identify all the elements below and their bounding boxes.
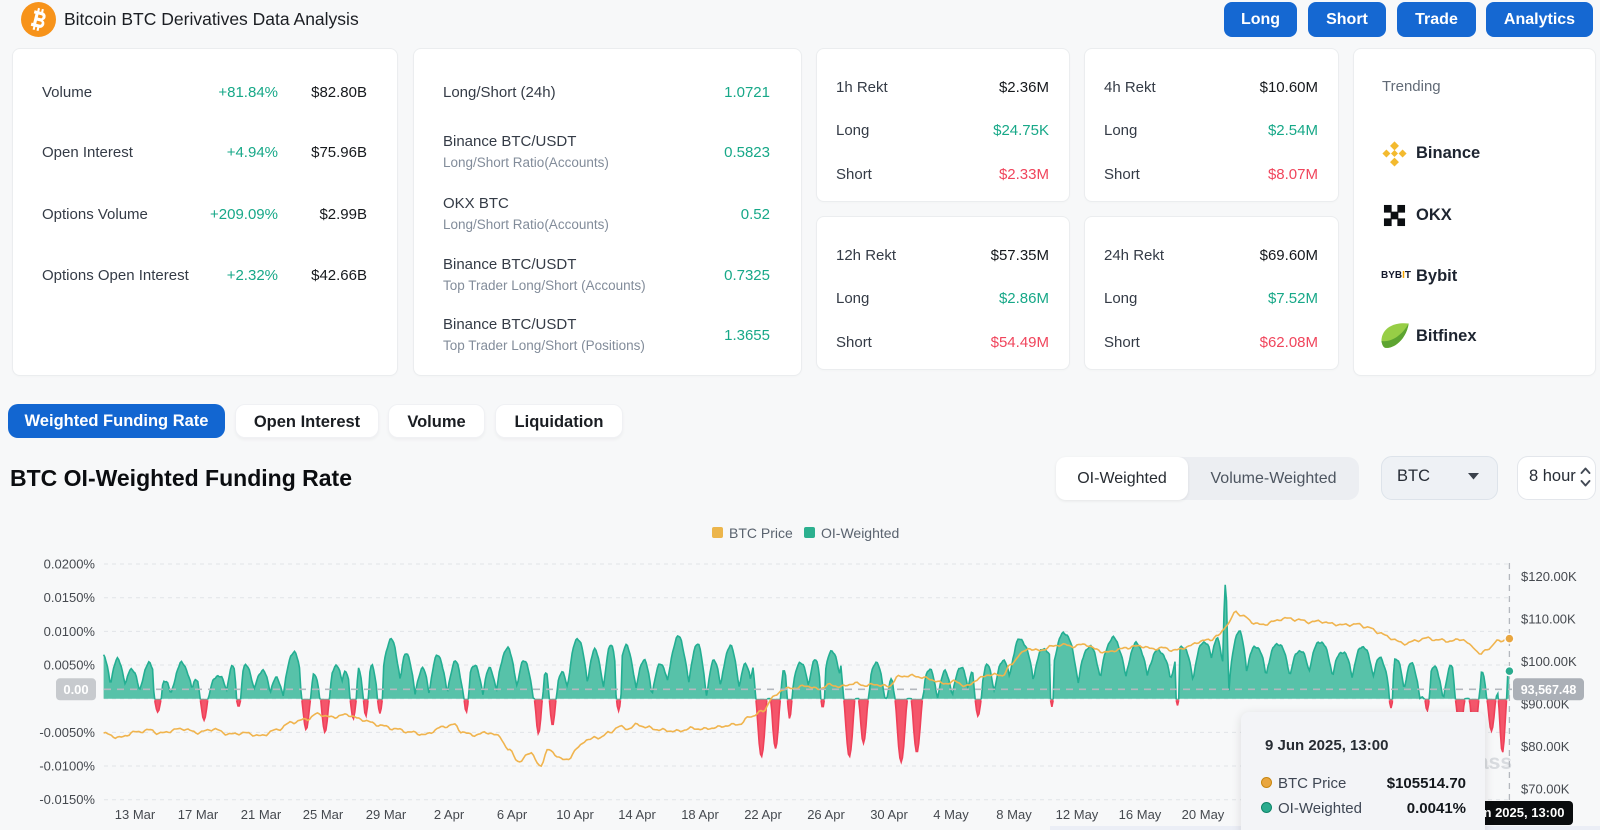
svg-text:$70.00K: $70.00K	[1521, 782, 1570, 797]
svg-text:6 Apr: 6 Apr	[497, 807, 528, 822]
svg-text:26 Apr: 26 Apr	[807, 807, 845, 822]
svg-text:0.0200%: 0.0200%	[44, 557, 96, 572]
svg-text:8 May: 8 May	[996, 807, 1032, 822]
svg-text:18 Apr: 18 Apr	[681, 807, 719, 822]
svg-text:$120.00K: $120.00K	[1521, 569, 1577, 584]
svg-text:$100.00K: $100.00K	[1521, 654, 1577, 669]
svg-text:-0.0100%: -0.0100%	[39, 759, 95, 774]
svg-text:13 Mar: 13 Mar	[115, 807, 156, 822]
svg-text:21 Mar: 21 Mar	[241, 807, 282, 822]
svg-text:30 Apr: 30 Apr	[870, 807, 908, 822]
svg-text:-0.0150%: -0.0150%	[39, 792, 95, 807]
svg-text:17 Mar: 17 Mar	[178, 807, 219, 822]
svg-text:10 Apr: 10 Apr	[556, 807, 594, 822]
svg-text:0.0100%: 0.0100%	[44, 624, 96, 639]
svg-text:93,567.48: 93,567.48	[1521, 683, 1577, 697]
svg-text:-0.0050%: -0.0050%	[39, 725, 95, 740]
svg-text:14 Apr: 14 Apr	[618, 807, 656, 822]
svg-text:12 May: 12 May	[1056, 807, 1099, 822]
svg-text:$80.00K: $80.00K	[1521, 739, 1570, 754]
svg-text:20 May: 20 May	[1182, 807, 1225, 822]
svg-text:$110.00K: $110.00K	[1521, 612, 1576, 627]
svg-text:25 Mar: 25 Mar	[303, 807, 344, 822]
svg-text:16 May: 16 May	[1119, 807, 1162, 822]
svg-text:0.00: 0.00	[63, 682, 88, 697]
svg-text:22 Apr: 22 Apr	[744, 807, 782, 822]
svg-text:0.0150%: 0.0150%	[44, 590, 96, 605]
svg-text:2 Apr: 2 Apr	[434, 807, 465, 822]
svg-text:29 Mar: 29 Mar	[366, 807, 407, 822]
svg-text:0.0050%: 0.0050%	[44, 658, 96, 673]
svg-text:4 May: 4 May	[933, 807, 969, 822]
